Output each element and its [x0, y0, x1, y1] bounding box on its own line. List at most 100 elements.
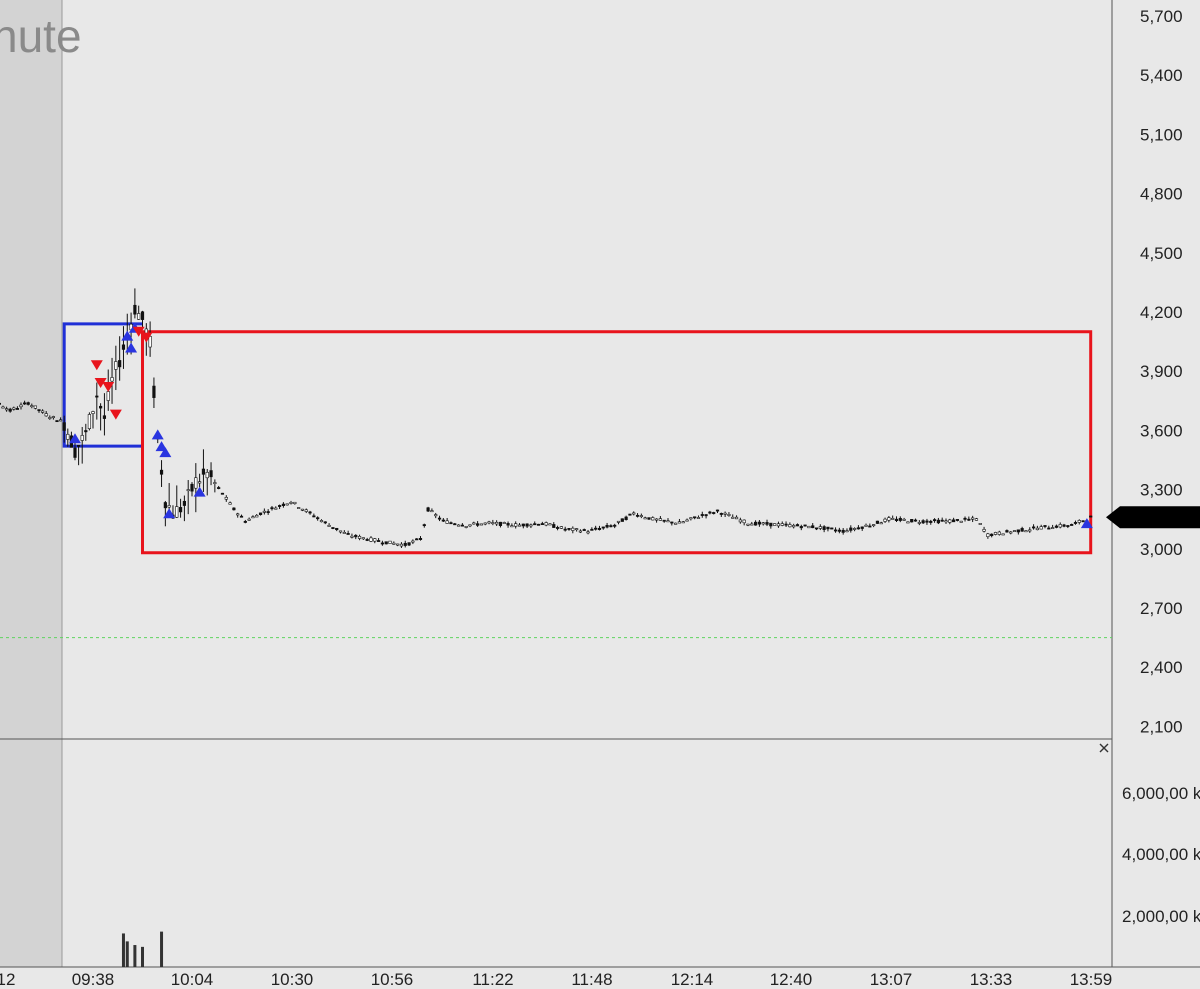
candle-body [502, 522, 506, 524]
candle-body [327, 524, 331, 527]
candle-body [879, 522, 883, 525]
close-pane-button[interactable] [1099, 743, 1109, 753]
candle-body [594, 527, 598, 530]
candle-body [1047, 527, 1051, 530]
candle-body [997, 531, 1001, 535]
candle-body [1051, 527, 1055, 530]
volume-bar [125, 941, 129, 967]
candle-body [932, 519, 937, 522]
price-tick-label: 2,700 [1140, 599, 1183, 618]
candle-body [99, 405, 103, 409]
candle-body [654, 518, 659, 521]
candle-body [77, 444, 81, 447]
candle-body [243, 521, 247, 523]
buy-signal-marker [69, 433, 81, 444]
candle-body [346, 533, 350, 535]
candle-body [498, 521, 503, 526]
candle-body [990, 533, 994, 537]
candle-body [106, 391, 110, 401]
buy-signal-marker [125, 342, 138, 353]
candle-body [376, 540, 381, 542]
last-price-marker [1106, 506, 1200, 529]
candle-body [1016, 529, 1020, 533]
buy-signal-marker [163, 508, 176, 519]
candle-body [872, 524, 876, 527]
price-tick-label: 5,100 [1140, 125, 1183, 144]
candle-body [677, 521, 682, 524]
buy-signal-marker [193, 486, 206, 497]
blue-range-box [62, 322, 143, 448]
candle-body [380, 542, 385, 545]
time-tick-label: 11:48 [571, 970, 612, 989]
candle-body [971, 517, 975, 520]
candle-body [952, 519, 956, 523]
candle-body [875, 520, 880, 524]
candle-body [342, 531, 346, 534]
candle-body [647, 517, 651, 520]
candle-body [411, 540, 415, 543]
candle-body [102, 415, 107, 419]
candle-body [693, 516, 697, 519]
candle-body [22, 402, 27, 405]
candle-body [674, 522, 678, 525]
candle-body [399, 543, 404, 547]
candle-body [95, 395, 99, 398]
candle-body [118, 360, 122, 368]
candle-body [418, 538, 423, 540]
candle-body [40, 410, 45, 413]
candle-body [1054, 525, 1059, 528]
candle-body [373, 538, 377, 542]
candle-body [597, 527, 602, 530]
candle-body [66, 433, 70, 440]
candle-body [297, 507, 301, 509]
candle-body [335, 527, 339, 531]
candle-body [1035, 527, 1039, 531]
candle-body [361, 537, 365, 540]
sell-signal-marker [90, 360, 103, 371]
volume-axis-ticks: 6,000,00 k 4,000,00 k 2,000,00 k [1122, 784, 1200, 926]
candle-body [198, 481, 202, 484]
candle-body [887, 517, 891, 521]
candle-body [613, 524, 617, 527]
candle-body [384, 541, 388, 545]
candle-body [651, 517, 655, 521]
candle-body [814, 527, 819, 530]
candle-body [776, 523, 781, 527]
time-axis-ticks: 12 09:38 10:04 10:30 10:56 11:22 11:48 12:14 12:… [0, 970, 1112, 989]
candle-body [559, 526, 563, 529]
candle-body [148, 336, 152, 348]
candle-body [1001, 533, 1005, 536]
time-tick-label: 13:59 [1070, 970, 1113, 989]
candle-body [822, 526, 826, 530]
candle-body [826, 526, 830, 530]
candle-body [609, 525, 613, 528]
candle-body [251, 516, 255, 519]
candle-body [540, 523, 544, 526]
candle-body [1066, 525, 1070, 527]
candle-body [818, 526, 822, 529]
volume-bar [133, 945, 137, 967]
price-tick-label: 2,400 [1140, 658, 1183, 677]
candle-body [738, 519, 742, 523]
candle-body [590, 528, 594, 531]
candle-body [392, 542, 396, 545]
time-tick-label: 13:33 [970, 970, 1013, 989]
candle-body [712, 512, 716, 514]
volume-tick-label: 4,000,00 k [1122, 845, 1200, 864]
candle-body [430, 510, 434, 513]
price-tick-label: 4,800 [1140, 185, 1183, 204]
candle-body [262, 510, 266, 513]
candle-body [506, 523, 510, 526]
candle-body [963, 517, 967, 520]
candle-body [62, 422, 66, 431]
volume-tick-label: 6,000,00 k [1122, 784, 1200, 803]
candle-body [628, 513, 632, 516]
candle-body [178, 507, 183, 513]
candle-body [426, 507, 430, 512]
candle-body [220, 492, 225, 495]
candle-body [1031, 526, 1036, 529]
candle-body [80, 435, 84, 441]
candle-body [274, 507, 278, 510]
candle-body [167, 505, 171, 508]
candle-body [300, 508, 305, 511]
